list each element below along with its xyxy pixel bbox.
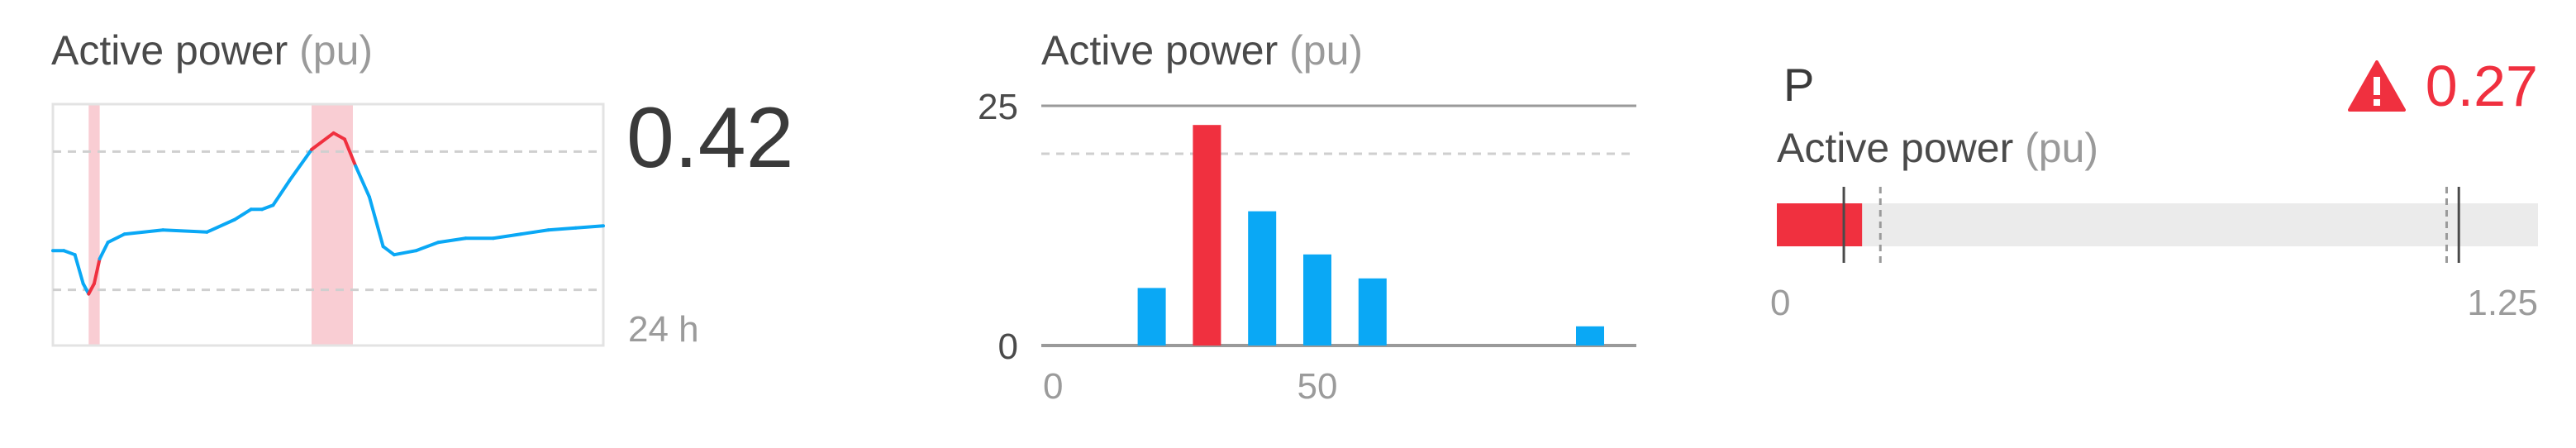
trend-line-segment [161, 228, 209, 234]
trend-line-segment [62, 249, 77, 257]
trend-unit: (pu) [299, 27, 374, 74]
trend-line-segment [122, 228, 165, 236]
trend-panel: Active power (pu) 0.42 24 h [0, 0, 826, 448]
trend-line-segment [260, 203, 275, 212]
bar-min-label: 0 [1770, 283, 1791, 323]
histogram-bar[interactable] [1576, 326, 1604, 346]
trend-line-segment [574, 224, 605, 230]
histogram-title-text: Active power [1041, 27, 1278, 74]
trend-line-segment [519, 228, 550, 236]
trend-line-segment [491, 232, 523, 241]
trend-line-segment [546, 226, 578, 232]
bar-gauge[interactable] [1736, 0, 2576, 448]
trend-line-segment [342, 137, 358, 168]
histogram-panel: Active power (pu) 025050100 [959, 0, 1636, 448]
trend-line-segment [73, 253, 85, 286]
trend-line-segment [392, 249, 418, 257]
bar-title-text: Active power [1777, 125, 2014, 171]
trend-line-segment [288, 147, 314, 183]
bar-max-label: 1.25 [2467, 283, 2538, 323]
histogram-y-tick-label: 25 [978, 87, 1018, 127]
trend-line-segment [414, 241, 440, 253]
trend-line-segment [205, 217, 236, 234]
histogram-bar[interactable] [1248, 211, 1277, 346]
trend-line-segment [98, 241, 110, 261]
trend-line-segment [87, 282, 96, 296]
histogram-unit: (pu) [1289, 27, 1364, 74]
bar-gauge-panel: P 0.27 Active power (pu) 0 1.25 [1736, 0, 2576, 448]
trend-line-segment [310, 131, 336, 151]
trend-line-segment [232, 207, 253, 222]
bar-alarm-value: 0.27 [2425, 54, 2538, 118]
trend-line-segment [106, 232, 126, 245]
bar-gauge-track [1777, 203, 2538, 246]
trend-line-segment [381, 245, 396, 257]
warning-triangle-icon [2347, 60, 2406, 112]
trend-line-segment [92, 257, 102, 286]
trend-line-segment [367, 195, 385, 249]
histogram-title: Active power (pu) [1041, 26, 1363, 74]
histogram-bar[interactable] [1193, 125, 1221, 346]
histogram-x-tick-label: 0 [1043, 366, 1063, 407]
histogram-x-tick-label: 50 [1298, 366, 1338, 407]
histogram-bar[interactable] [1137, 288, 1166, 346]
trend-alarm-band [88, 104, 100, 346]
bar-title: Active power (pu) [1777, 124, 2098, 172]
trend-line-segment [354, 164, 371, 199]
trend-title: Active power (pu) [51, 26, 373, 74]
bar-unit: (pu) [2025, 125, 2099, 171]
trend-title-text: Active power [51, 27, 288, 74]
trend-current-value: 0.42 [626, 90, 794, 186]
bar-symbol: P [1783, 59, 1815, 111]
histogram-chart[interactable]: 025050100 [959, 0, 1636, 448]
histogram-bar[interactable] [1303, 254, 1331, 346]
trend-line-segment [436, 236, 468, 245]
bar-gauge-fill [1777, 203, 1863, 246]
bar-alarm-badge[interactable]: 0.27 [2347, 53, 2538, 119]
trend-line-segment [271, 179, 292, 207]
trend-chart[interactable] [51, 102, 605, 347]
trend-line-segment [331, 131, 346, 141]
histogram-y-tick-label: 0 [998, 326, 1018, 367]
histogram-bar[interactable] [1358, 278, 1387, 346]
trend-time-span: 24 h [628, 309, 699, 350]
